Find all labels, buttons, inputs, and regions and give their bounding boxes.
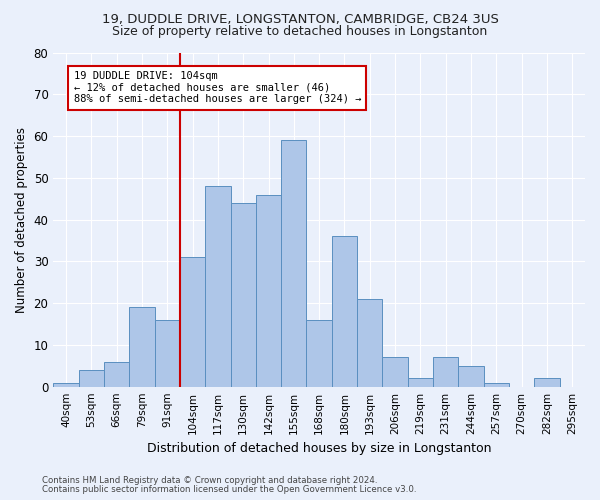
Bar [458, 366, 484, 386]
Bar [129, 308, 155, 386]
Bar [256, 194, 281, 386]
Text: Contains public sector information licensed under the Open Government Licence v3: Contains public sector information licen… [42, 484, 416, 494]
Bar [281, 140, 307, 386]
Bar [408, 378, 433, 386]
Bar [332, 236, 357, 386]
Text: Contains HM Land Registry data © Crown copyright and database right 2024.: Contains HM Land Registry data © Crown c… [42, 476, 377, 485]
Bar [79, 370, 104, 386]
Y-axis label: Number of detached properties: Number of detached properties [15, 126, 28, 312]
Bar [484, 382, 509, 386]
Bar [535, 378, 560, 386]
Text: Size of property relative to detached houses in Longstanton: Size of property relative to detached ho… [112, 25, 488, 38]
Bar [382, 358, 408, 386]
Text: 19 DUDDLE DRIVE: 104sqm
← 12% of detached houses are smaller (46)
88% of semi-de: 19 DUDDLE DRIVE: 104sqm ← 12% of detache… [74, 72, 361, 104]
Text: 19, DUDDLE DRIVE, LONGSTANTON, CAMBRIDGE, CB24 3US: 19, DUDDLE DRIVE, LONGSTANTON, CAMBRIDGE… [101, 12, 499, 26]
Bar [104, 362, 129, 386]
Bar [180, 257, 205, 386]
X-axis label: Distribution of detached houses by size in Longstanton: Distribution of detached houses by size … [147, 442, 491, 455]
Bar [205, 186, 230, 386]
Bar [357, 299, 382, 386]
Bar [307, 320, 332, 386]
Bar [433, 358, 458, 386]
Bar [53, 382, 79, 386]
Bar [155, 320, 180, 386]
Bar [230, 203, 256, 386]
